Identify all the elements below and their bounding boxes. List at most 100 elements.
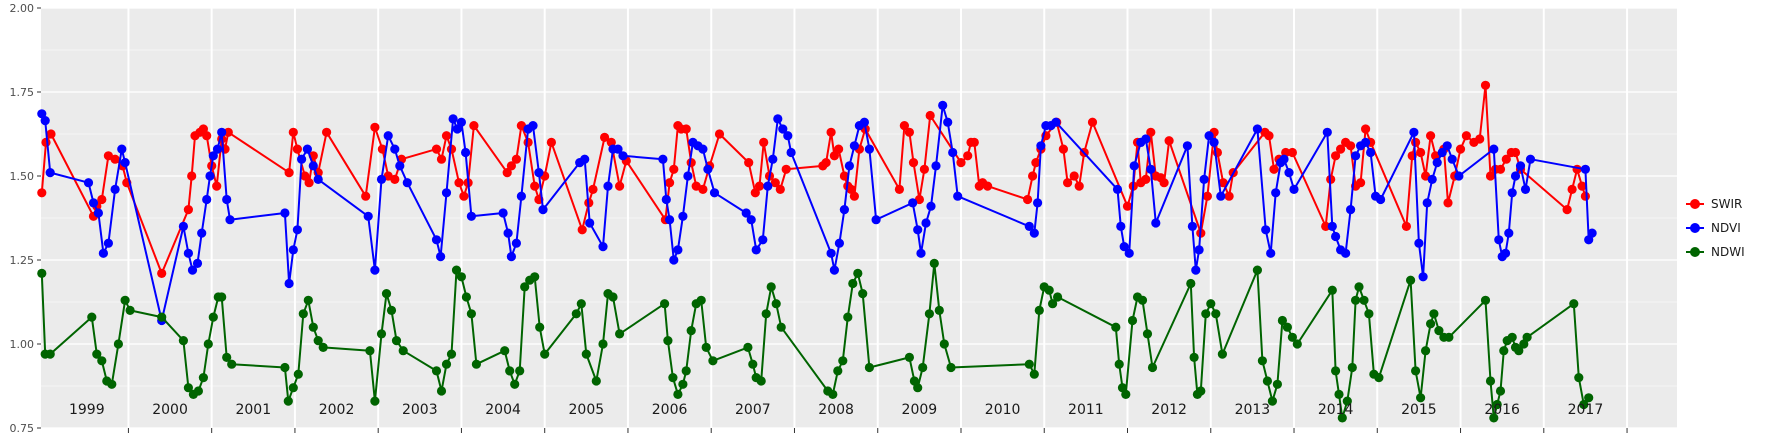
data-point bbox=[603, 181, 613, 191]
data-point bbox=[1361, 137, 1371, 147]
data-point bbox=[939, 339, 949, 349]
data-point bbox=[1580, 164, 1590, 174]
data-point bbox=[1211, 309, 1221, 319]
data-point bbox=[1356, 178, 1366, 188]
data-point bbox=[280, 208, 290, 218]
data-point bbox=[1087, 117, 1098, 127]
data-point bbox=[466, 211, 476, 221]
year-label: 2013 bbox=[1235, 402, 1271, 418]
data-point bbox=[1361, 124, 1371, 134]
data-point bbox=[963, 151, 973, 161]
data-point bbox=[766, 282, 776, 292]
data-point bbox=[741, 208, 751, 218]
data-point bbox=[222, 194, 232, 205]
data-point bbox=[302, 144, 312, 154]
data-point bbox=[212, 181, 222, 191]
year-label: 2012 bbox=[1151, 402, 1187, 418]
data-point bbox=[1504, 228, 1514, 238]
data-point bbox=[1411, 137, 1421, 147]
data-point bbox=[1036, 141, 1046, 151]
data-point bbox=[436, 386, 447, 396]
data-point bbox=[1269, 164, 1279, 174]
data-point bbox=[208, 151, 218, 161]
year-label: 2000 bbox=[152, 402, 188, 418]
data-point bbox=[88, 198, 99, 208]
data-point bbox=[223, 127, 233, 137]
data-point bbox=[1264, 131, 1274, 141]
data-point bbox=[386, 305, 397, 315]
data-point bbox=[1127, 315, 1138, 326]
data-point bbox=[192, 258, 203, 268]
data-point bbox=[1028, 171, 1038, 181]
data-point bbox=[1485, 171, 1496, 181]
data-point bbox=[756, 376, 766, 386]
data-point bbox=[1406, 275, 1416, 285]
data-point bbox=[1331, 231, 1341, 242]
data-point bbox=[516, 191, 527, 201]
data-point bbox=[904, 127, 915, 137]
data-point bbox=[916, 248, 926, 258]
data-point bbox=[956, 158, 966, 168]
year-label: 2009 bbox=[902, 402, 938, 418]
data-point bbox=[292, 225, 302, 235]
data-point bbox=[919, 164, 930, 174]
data-point bbox=[1044, 285, 1054, 295]
data-point bbox=[1500, 248, 1511, 258]
data-point bbox=[1401, 221, 1411, 231]
data-point bbox=[1114, 359, 1124, 369]
data-point bbox=[37, 268, 47, 278]
data-point bbox=[395, 161, 405, 171]
data-point bbox=[1261, 225, 1271, 235]
data-point bbox=[833, 366, 843, 376]
data-point bbox=[540, 349, 550, 359]
data-point bbox=[1141, 174, 1151, 184]
data-point bbox=[284, 278, 294, 289]
data-point bbox=[775, 184, 785, 194]
legend-marker bbox=[1690, 247, 1700, 257]
data-point bbox=[1347, 362, 1357, 373]
data-point bbox=[193, 386, 203, 396]
data-point bbox=[608, 292, 618, 302]
data-point bbox=[828, 389, 838, 399]
data-point bbox=[198, 373, 208, 383]
data-point bbox=[469, 121, 479, 131]
data-point bbox=[1454, 171, 1464, 181]
data-point bbox=[768, 154, 778, 164]
data-point bbox=[288, 127, 298, 137]
data-point bbox=[93, 208, 103, 218]
data-point bbox=[222, 352, 232, 362]
data-point bbox=[686, 326, 696, 336]
data-point bbox=[1146, 127, 1156, 137]
data-point bbox=[1186, 278, 1196, 289]
data-point bbox=[1480, 295, 1491, 305]
data-point bbox=[1322, 127, 1332, 137]
data-point bbox=[934, 305, 944, 315]
data-point bbox=[703, 164, 713, 174]
data-point bbox=[864, 144, 875, 154]
data-point bbox=[431, 366, 442, 376]
data-point bbox=[844, 161, 855, 171]
data-point bbox=[948, 147, 958, 158]
data-point bbox=[681, 366, 691, 376]
data-point bbox=[853, 268, 863, 278]
data-point bbox=[849, 191, 860, 201]
data-point bbox=[1267, 396, 1277, 406]
data-point bbox=[778, 124, 788, 134]
axis-layer: 0.75 1.00 1.25 1.50 1.75 2.00 bbox=[10, 2, 1628, 435]
data-point bbox=[45, 349, 55, 359]
data-point bbox=[786, 147, 796, 158]
data-point bbox=[1266, 248, 1276, 258]
data-point bbox=[87, 312, 97, 322]
data-point bbox=[390, 144, 400, 154]
data-point bbox=[701, 342, 711, 352]
data-point bbox=[1421, 346, 1431, 356]
data-point bbox=[1287, 332, 1297, 342]
data-point bbox=[456, 117, 466, 127]
data-point bbox=[520, 282, 530, 292]
data-point bbox=[370, 122, 380, 132]
data-point bbox=[456, 272, 466, 282]
data-point bbox=[899, 121, 910, 131]
data-point bbox=[506, 161, 516, 171]
data-point bbox=[1287, 147, 1297, 158]
data-point bbox=[1574, 373, 1584, 383]
